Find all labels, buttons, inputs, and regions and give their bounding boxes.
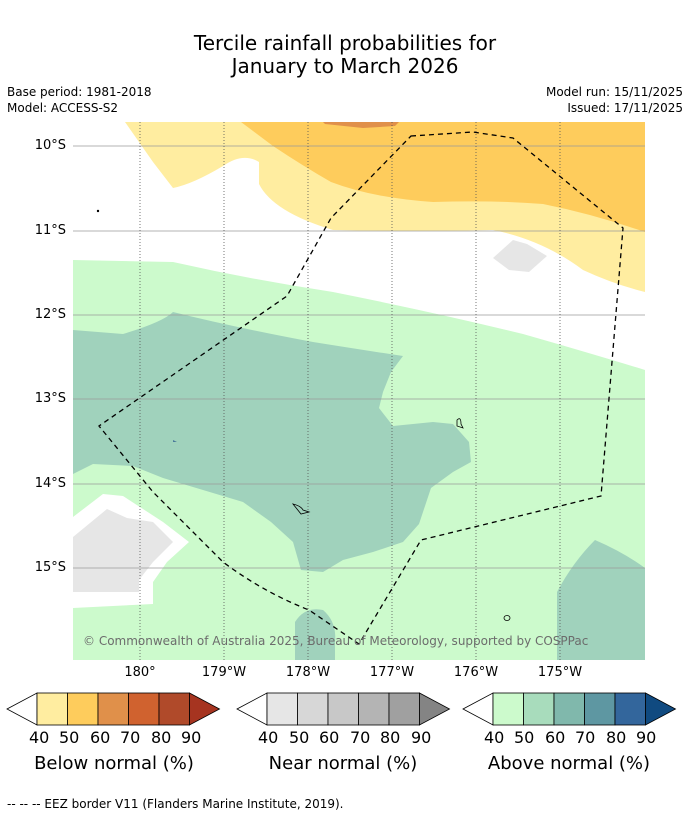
- near-colorbar-over-arrow: [419, 692, 451, 726]
- colorbar-below-normal: [6, 692, 221, 726]
- above-colorbar-under-arrow: [462, 692, 494, 726]
- colorbar-ticks: 40 50 60 70 80 90 40 50 60 70 80 90 40 5…: [0, 728, 690, 748]
- below-normal-60-region: [323, 122, 399, 128]
- below-colorbar-segment-2: [97, 692, 129, 726]
- above-tick-60: 60: [545, 728, 566, 747]
- lon-label-180: 180°: [124, 665, 156, 680]
- lat-label-13s: 13°S: [34, 391, 66, 406]
- below-tick-90: 90: [181, 728, 202, 747]
- below-colorbar-under-arrow: [6, 692, 38, 726]
- above-normal-50-south: [295, 609, 336, 660]
- lat-label-15s: 15°S: [34, 560, 66, 575]
- near-tick-40: 40: [258, 728, 279, 747]
- colorbar-title-below: Below normal (%): [34, 753, 194, 774]
- near-colorbar-segment-0: [266, 692, 298, 726]
- above-tick-40: 40: [484, 728, 505, 747]
- above-tick-50: 50: [514, 728, 535, 747]
- rainfall-probability-map: © Commonwealth of Australia 2025, Bureau…: [73, 122, 645, 660]
- latitude-gridlines: [73, 145, 645, 569]
- near-normal-60-southwest: [73, 509, 173, 592]
- lon-label-179w: 179°W: [201, 665, 247, 680]
- above-normal-50-southeast: [557, 540, 645, 660]
- white-corner-topleft: [87, 122, 107, 128]
- model-run: Model run: 15/11/2025: [545, 85, 683, 99]
- lon-label-177w: 177°W: [369, 665, 415, 680]
- above-colorbar-segment-4: [614, 692, 646, 726]
- eez-footnote: -- -- -- EEZ border V11 (Flanders Marine…: [7, 797, 344, 811]
- eez-border: [98, 131, 624, 645]
- below-tick-60: 60: [90, 728, 111, 747]
- below-colorbar-segment-4: [158, 692, 190, 726]
- near-colorbar-segment-2: [327, 692, 359, 726]
- above-colorbar-segment-2: [553, 692, 585, 726]
- near-colorbar-segment-1: [297, 692, 329, 726]
- lat-label-11s: 11°S: [34, 223, 66, 238]
- lat-label-12s: 12°S: [34, 307, 66, 322]
- below-tick-70: 70: [120, 728, 141, 747]
- near-colorbar-segment-4: [388, 692, 420, 726]
- below-colorbar-segment-3: [128, 692, 160, 726]
- lon-label-176w: 176°W: [453, 665, 499, 680]
- near-normal-60-northeast: [493, 240, 547, 272]
- above-colorbar-segment-0: [492, 692, 524, 726]
- near-tick-70: 70: [350, 728, 371, 747]
- above-colorbar-over-arrow: [645, 692, 677, 726]
- near-tick-90: 90: [411, 728, 432, 747]
- below-colorbar-segment-0: [36, 692, 68, 726]
- above-tick-80: 80: [606, 728, 627, 747]
- colorbar-title-above: Above normal (%): [487, 753, 651, 774]
- issued-date: Issued: 17/11/2025: [567, 101, 683, 115]
- above-tick-70: 70: [575, 728, 596, 747]
- below-colorbar-over-arrow: [189, 692, 221, 726]
- colorbars: [6, 692, 677, 726]
- above-normal-50-region: [73, 312, 471, 572]
- colorbar-near-normal: [236, 692, 451, 726]
- model-name: Model: ACCESS-S2: [7, 101, 119, 115]
- below-normal-50-region: [241, 122, 645, 232]
- colorbar-above-normal: [462, 692, 677, 726]
- above-tick-90: 90: [636, 728, 657, 747]
- copyright-text: © Commonwealth of Australia 2025, Bureau…: [83, 634, 588, 648]
- below-tick-50: 50: [59, 728, 80, 747]
- base-period: Base period: 1981-2018: [7, 85, 152, 99]
- lon-label-175w: 175°W: [537, 665, 583, 680]
- lat-label-10s: 10°S: [34, 138, 66, 153]
- above-colorbar-segment-1: [523, 692, 555, 726]
- map-title-line1: Tercile rainfall probabilities for: [193, 31, 497, 55]
- near-tick-80: 80: [380, 728, 401, 747]
- near-colorbar-under-arrow: [236, 692, 268, 726]
- above-colorbar-segment-3: [584, 692, 616, 726]
- near-tick-60: 60: [319, 728, 340, 747]
- colorbar-title-near: Near normal (%): [268, 753, 418, 774]
- below-colorbar-segment-1: [67, 692, 99, 726]
- below-tick-80: 80: [151, 728, 172, 747]
- island-outlines: [96, 209, 511, 621]
- lon-label-178w: 178°W: [285, 665, 331, 680]
- near-colorbar-segment-3: [358, 692, 390, 726]
- below-tick-40: 40: [29, 728, 50, 747]
- near-tick-50: 50: [289, 728, 310, 747]
- lat-label-14s: 14°S: [34, 476, 66, 491]
- map-title-line2: January to March 2026: [231, 54, 459, 78]
